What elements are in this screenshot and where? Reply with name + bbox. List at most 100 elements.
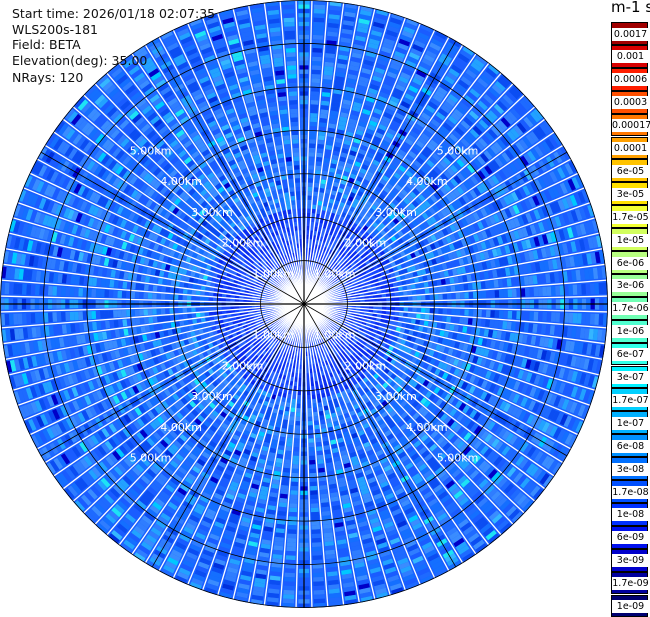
range-gate [307,404,311,409]
range-gate [310,122,317,127]
range-gate [525,288,530,297]
range-gate [411,284,416,289]
range-gate [318,402,322,407]
range-gate [311,390,315,395]
range-gate [295,430,300,435]
range-gate [285,455,291,460]
range-gate [512,289,517,297]
range-gate [310,473,317,478]
range-gate [581,284,586,295]
range-gate [538,312,543,321]
range-gate [284,581,295,586]
range-gate [307,378,310,383]
range-gate [308,183,313,188]
range-gate [424,282,429,287]
range-gate [542,312,547,321]
range-gate [373,306,378,309]
range-gate [323,79,332,84]
range-gate [324,158,330,163]
range-gate [321,105,329,110]
range-gate [477,310,482,317]
range-gate [412,313,417,318]
range-gate [288,525,297,530]
range-gate [495,290,500,298]
range-gate [528,323,533,332]
range-gate [309,165,314,170]
range-gate [555,312,560,322]
range-gate [441,279,446,285]
range-gate [297,399,301,404]
range-gate [441,323,446,329]
range-gate [314,5,325,10]
range-gate [417,296,422,301]
range-gate [290,503,298,508]
range-gate [590,314,595,325]
range-gate [284,586,295,591]
range-gate [408,296,413,300]
range-gate [386,311,391,315]
range-gate [529,288,534,297]
range-gate [314,18,325,23]
range-gate [312,74,321,79]
range-gate [547,286,552,296]
range-gate [318,197,323,202]
range-gate [313,200,317,205]
range-gate [314,187,319,192]
range-gate [313,573,324,578]
range-gate [443,309,448,315]
range-gate [313,407,318,412]
range-gate [323,441,329,446]
range-gate [403,313,408,317]
range-gate [445,278,450,284]
range-gate [312,209,316,214]
range-gate [310,135,317,140]
range-gate [486,310,491,317]
range-gate [438,309,443,314]
range-gate [309,139,315,144]
range-gate [390,311,395,315]
range-gate [308,421,313,426]
range-gate [459,284,464,290]
range-gate [416,314,421,319]
range-gate [403,291,408,295]
range-gate [316,161,322,166]
range-gate [525,311,530,320]
range-gate [285,573,296,578]
range-gate [322,92,330,97]
range-gate [399,297,404,301]
range-gate [309,152,315,157]
range-gate [312,538,321,543]
range-gate [290,490,297,495]
range-gate [313,192,318,197]
range-gate [449,277,454,283]
range-gate [282,424,287,429]
range-gate [276,528,285,533]
range-gate [404,297,409,301]
range-gate [291,407,296,412]
range-gate [307,386,310,391]
range-gate [590,283,595,294]
range-gate [313,196,318,201]
range-gate [407,313,412,318]
range-gate [278,507,286,512]
range-gate [307,226,310,231]
range-gate [568,285,573,295]
range-gate [308,425,313,430]
range-gate [310,113,317,118]
range-gate [417,308,422,313]
range-gate [318,140,325,145]
range-gate [529,312,534,321]
range-gate [534,312,539,321]
range-gate [425,314,430,319]
range-gate [324,449,330,454]
range-gate [420,289,425,294]
range-gate [446,316,451,322]
range-gate [534,287,539,296]
range-gate [290,412,295,417]
range-gate [586,314,591,325]
range-gate [286,442,292,447]
range-gate [283,419,288,424]
range-gate [323,524,332,529]
range-gate [310,495,318,500]
range-gate [286,402,290,407]
